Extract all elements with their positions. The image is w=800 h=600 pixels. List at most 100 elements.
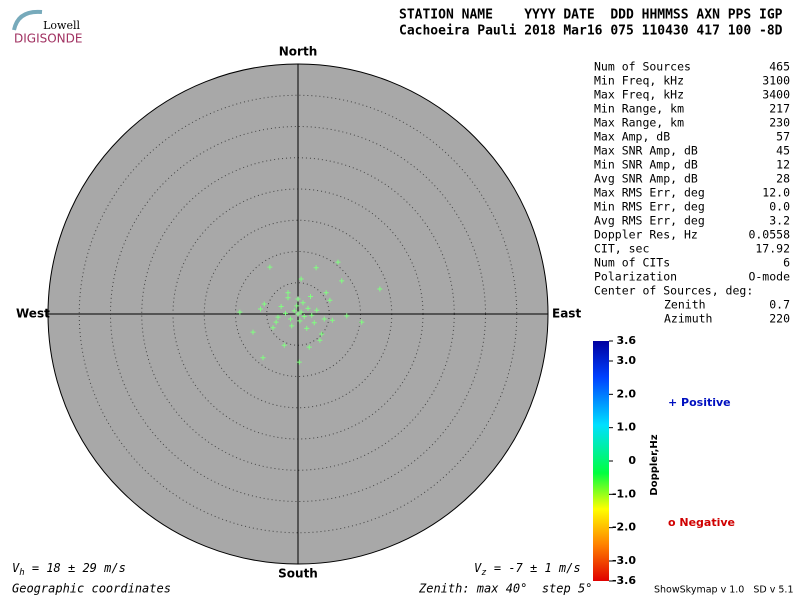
stat-value: 3.2 xyxy=(769,214,790,228)
stat-label: Max SNR Amp, dB xyxy=(594,144,698,158)
stat-value: O-mode xyxy=(748,270,790,284)
stat-label: CIT, sec xyxy=(594,242,649,256)
source-point xyxy=(270,325,276,331)
colorbar-tick-label: 3.6 xyxy=(617,334,637,347)
colorbar-tick-label: -1.0 xyxy=(612,487,636,500)
stat-label: Doppler Res, Hz xyxy=(594,228,698,242)
stat-value: 0.7 xyxy=(769,298,790,312)
stat-value: 28 xyxy=(776,172,790,186)
source-point xyxy=(335,259,341,265)
source-point xyxy=(329,317,335,323)
direction-label: North xyxy=(279,45,317,59)
velocity-text: = -7 ± 1 m/s xyxy=(487,561,581,575)
colorbar-tick-label: 1.0 xyxy=(617,421,637,434)
velocity: Vz = -7 ± 1 m/s xyxy=(474,561,581,578)
source-point xyxy=(300,300,306,306)
stat-label: Min RMS Err, deg xyxy=(594,200,705,214)
source-point xyxy=(377,286,383,292)
stat-value: 3100 xyxy=(762,74,790,88)
stat-value: 0.0558 xyxy=(748,228,790,242)
stat-label: Avg RMS Err, deg xyxy=(594,214,705,228)
stat-value: 57 xyxy=(776,130,790,144)
source-point xyxy=(311,320,317,326)
stat-value: 6 xyxy=(783,256,790,270)
source-point xyxy=(359,319,365,325)
stat-label: Min Freq, kHz xyxy=(594,74,684,88)
header-line: STATION NAME YYYY DATE DDD HHMMSS AXN PP… xyxy=(399,8,783,23)
velocity-text: = 18 ± 29 m/s xyxy=(25,561,126,575)
source-point xyxy=(298,276,304,282)
stat-value: 3400 xyxy=(762,88,790,102)
stat-value: 45 xyxy=(776,144,790,158)
source-point xyxy=(295,311,301,317)
source-point xyxy=(261,301,267,307)
source-point xyxy=(323,290,329,296)
source-point xyxy=(306,344,312,350)
source-point xyxy=(283,310,288,316)
header-line: Cachoeira Pauli 2018 Mar16 075 110430 41… xyxy=(399,24,783,39)
velocity: Vh = 18 ± 29 m/s xyxy=(12,561,126,578)
source-point xyxy=(339,278,345,284)
source-point xyxy=(308,294,313,299)
source-point xyxy=(295,296,301,302)
legend-positive: + Positive xyxy=(668,396,731,409)
colorbar xyxy=(593,341,609,581)
source-point xyxy=(327,297,333,303)
source-point xyxy=(273,319,279,325)
stat-value: 12.0 xyxy=(762,186,790,200)
stat-label: Max Freq, kHz xyxy=(594,88,684,102)
source-point xyxy=(288,316,293,322)
direction-label: West xyxy=(16,307,50,321)
source-point xyxy=(304,325,310,331)
source-point xyxy=(344,313,350,319)
source-point xyxy=(291,308,297,314)
source-point xyxy=(278,304,284,309)
source-point xyxy=(296,359,302,365)
source-point xyxy=(294,303,300,309)
velocity-sub: z xyxy=(481,568,486,578)
source-point xyxy=(289,323,295,329)
stat-label: Min Range, km xyxy=(594,102,684,116)
stat-value: 217 xyxy=(769,102,790,116)
source-point xyxy=(301,314,307,319)
source-point xyxy=(314,307,320,313)
stat-label: Max RMS Err, deg xyxy=(594,186,705,200)
stat-value: 12 xyxy=(776,158,790,172)
stat-label: Max Amp, dB xyxy=(594,130,670,144)
source-point xyxy=(305,305,311,311)
source-point xyxy=(275,314,281,320)
stat-label: Zenith xyxy=(664,298,706,312)
source-point xyxy=(321,316,327,322)
source-point xyxy=(258,306,263,312)
colorbar-tick-label: 3.0 xyxy=(617,354,637,367)
stat-value: 0.0 xyxy=(769,200,790,214)
stat-value: 465 xyxy=(769,60,790,74)
logo-top: Lowell xyxy=(43,19,80,32)
stat-label: Num of CITs xyxy=(594,256,670,270)
logo-arc xyxy=(12,9,43,31)
legend-negative: o Negative xyxy=(668,516,735,529)
source-point xyxy=(309,312,315,318)
source-point xyxy=(267,264,273,270)
direction-label: South xyxy=(278,567,318,581)
stat-value: 17.92 xyxy=(755,242,790,256)
version: ShowSkymap v 1.0 SD v 5.1 xyxy=(654,585,794,596)
zenith-note: Zenith: max 40° step 5° xyxy=(418,582,592,596)
velocity-symbol: V xyxy=(12,561,20,575)
stat-label: Center of Sources, deg: xyxy=(594,284,753,298)
source-point xyxy=(313,265,319,271)
stat-value: 220 xyxy=(769,312,790,326)
colorbar-label: Doppler,Hz xyxy=(649,434,660,495)
stat-label: Num of Sources xyxy=(594,60,691,74)
velocity-sub: h xyxy=(19,568,24,578)
colorbar-tick-label: 0 xyxy=(628,454,636,467)
source-point xyxy=(260,355,266,361)
stat-label: Polarization xyxy=(594,270,677,284)
source-point xyxy=(319,331,325,337)
colorbar-tick-label: -3.0 xyxy=(612,554,636,567)
coords-note: Geographic coordinates xyxy=(12,582,171,596)
logo-bottom: DIGISONDE xyxy=(14,32,82,46)
source-point xyxy=(250,329,256,335)
